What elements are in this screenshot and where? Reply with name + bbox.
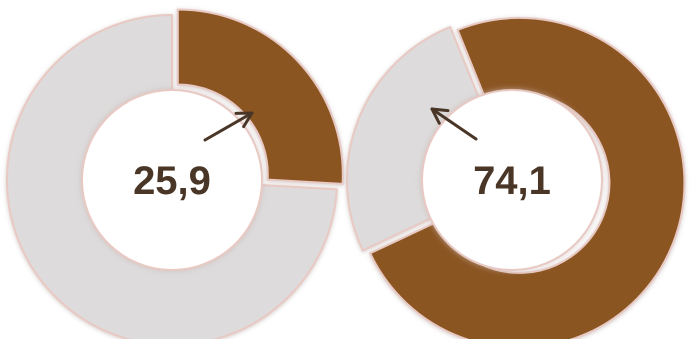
donut-1-arrow bbox=[203, 111, 254, 142]
donut-1-slice-highlight bbox=[176, 8, 344, 185]
donut-2-slices bbox=[346, 16, 686, 339]
donut-2-arrow bbox=[430, 107, 478, 141]
donut-2-slice-highlight bbox=[368, 16, 686, 339]
donut-2-center-label: 74,1 bbox=[473, 159, 551, 203]
donut-chart-1: 25,9 bbox=[6, 8, 344, 339]
donut-1-arrow-head bbox=[234, 111, 254, 129]
donut-chart-2: 74,1 bbox=[346, 16, 686, 339]
donut-2-hole bbox=[421, 89, 603, 271]
donut-2-arrow-head bbox=[430, 107, 450, 125]
donut-1-center-label: 25,9 bbox=[133, 159, 211, 203]
donut-1-hole bbox=[81, 89, 263, 271]
